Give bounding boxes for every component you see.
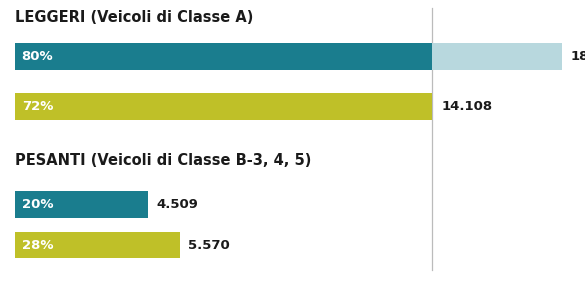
Text: 5.570: 5.570 bbox=[188, 239, 230, 251]
Text: 14.108: 14.108 bbox=[441, 100, 492, 113]
Bar bbox=[15, 43, 432, 69]
Text: PESANTI (Veicoli di Classe B-3, 4, 5): PESANTI (Veicoli di Classe B-3, 4, 5) bbox=[15, 153, 311, 168]
Bar bbox=[15, 191, 148, 218]
Text: 4.509: 4.509 bbox=[157, 198, 199, 211]
Bar bbox=[15, 93, 432, 120]
Text: LEGGERI (Veicoli di Classe A): LEGGERI (Veicoli di Classe A) bbox=[15, 10, 253, 25]
Text: 80%: 80% bbox=[22, 50, 53, 63]
Bar bbox=[432, 43, 562, 69]
Text: 28%: 28% bbox=[22, 239, 53, 251]
Text: 18.474: 18.474 bbox=[570, 50, 585, 63]
Text: 72%: 72% bbox=[22, 100, 53, 113]
Text: 20%: 20% bbox=[22, 198, 53, 211]
Bar bbox=[15, 232, 180, 259]
